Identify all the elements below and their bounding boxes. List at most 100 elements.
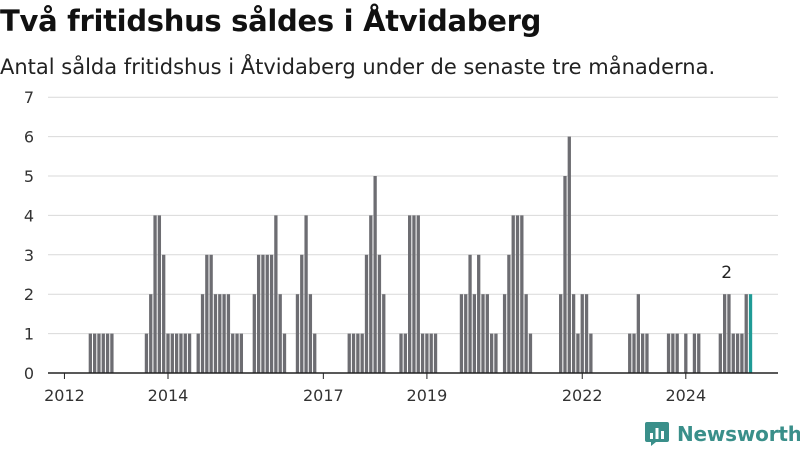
bar (567, 136, 571, 373)
y-tick-label: 3 (24, 246, 34, 265)
bar (520, 215, 524, 373)
bar (187, 333, 192, 373)
bar (412, 215, 416, 373)
x-tick-label: 2022 (562, 386, 603, 405)
bar (373, 176, 377, 373)
bar (528, 333, 533, 373)
bar (209, 254, 213, 373)
bar (101, 333, 105, 373)
bar (347, 333, 351, 373)
y-tick-label: 2 (24, 285, 34, 304)
y-tick-label: 1 (24, 325, 34, 344)
bar (399, 333, 403, 373)
bar (464, 294, 468, 373)
bar (351, 333, 356, 373)
bar (256, 254, 261, 373)
bar (149, 294, 153, 373)
bar (589, 333, 593, 373)
bar (157, 215, 162, 373)
bar (632, 333, 636, 373)
bar (356, 333, 360, 373)
bar (408, 215, 412, 373)
bar (416, 215, 420, 373)
bar (636, 294, 640, 373)
bar (641, 333, 645, 373)
bar (485, 294, 489, 373)
bar (507, 254, 511, 373)
newsworthy-logo-icon (645, 422, 669, 446)
x-tick-label: 2014 (148, 386, 189, 405)
bar (235, 333, 239, 373)
bar (231, 333, 235, 373)
y-tick-label: 0 (24, 364, 34, 383)
bar (429, 333, 433, 373)
bar (174, 333, 179, 373)
bar (252, 294, 256, 373)
y-tick-label: 7 (24, 88, 34, 107)
bar (261, 254, 265, 373)
bar (515, 215, 520, 373)
bar (524, 294, 528, 373)
bar (166, 333, 170, 373)
bar (559, 294, 563, 373)
bar (472, 294, 477, 373)
bar (162, 254, 166, 373)
bar (205, 254, 209, 373)
bar (183, 333, 187, 373)
bar (433, 333, 438, 373)
bar (179, 333, 183, 373)
bar (269, 254, 274, 373)
chart-title: Två fritidshus såldes i Åtvidaberg (0, 4, 542, 38)
bar (722, 294, 727, 373)
bar (278, 294, 282, 373)
bar (226, 294, 231, 373)
brand-name: Newsworthy (677, 422, 800, 446)
bar (576, 333, 580, 373)
bar (377, 254, 382, 373)
y-tick-label: 5 (24, 167, 34, 186)
y-axis-tick-labels: 0 1 2 3 4 5 6 7 (24, 88, 34, 383)
bar (494, 333, 498, 373)
bar (110, 333, 114, 373)
bar (584, 294, 589, 373)
bar (93, 333, 97, 373)
bar (274, 215, 278, 373)
bar (563, 176, 567, 373)
bar (282, 333, 287, 373)
bar (196, 333, 200, 373)
bar (239, 333, 244, 373)
bar (735, 333, 740, 373)
bar (718, 333, 722, 373)
bar (425, 333, 429, 373)
bars (88, 136, 753, 373)
chart-subtitle: Antal sålda fritidshus i Åtvidaberg unde… (0, 55, 716, 79)
bar (697, 333, 701, 373)
bar (403, 333, 407, 373)
y-tick-label: 6 (24, 128, 34, 147)
x-tick-label: 2019 (407, 386, 448, 405)
bar (580, 294, 584, 373)
bar (300, 254, 304, 373)
bar (313, 333, 317, 373)
bar (477, 254, 481, 373)
bar (170, 333, 174, 373)
x-tick-label: 2024 (665, 386, 706, 405)
bar (684, 333, 688, 373)
bar (97, 333, 101, 373)
annotations: 2 (721, 263, 732, 283)
bar (218, 294, 222, 373)
bar (88, 333, 92, 373)
bar (213, 294, 218, 373)
bar (144, 333, 149, 373)
bar (200, 294, 205, 373)
newsworthy-logo[interactable]: Newsworthy (644, 420, 800, 448)
bar (420, 333, 425, 373)
bar (304, 215, 308, 373)
bar (105, 333, 110, 373)
bar (502, 294, 507, 373)
bar (671, 333, 675, 373)
bar (369, 215, 373, 373)
bar (511, 215, 515, 373)
bar (645, 333, 649, 373)
